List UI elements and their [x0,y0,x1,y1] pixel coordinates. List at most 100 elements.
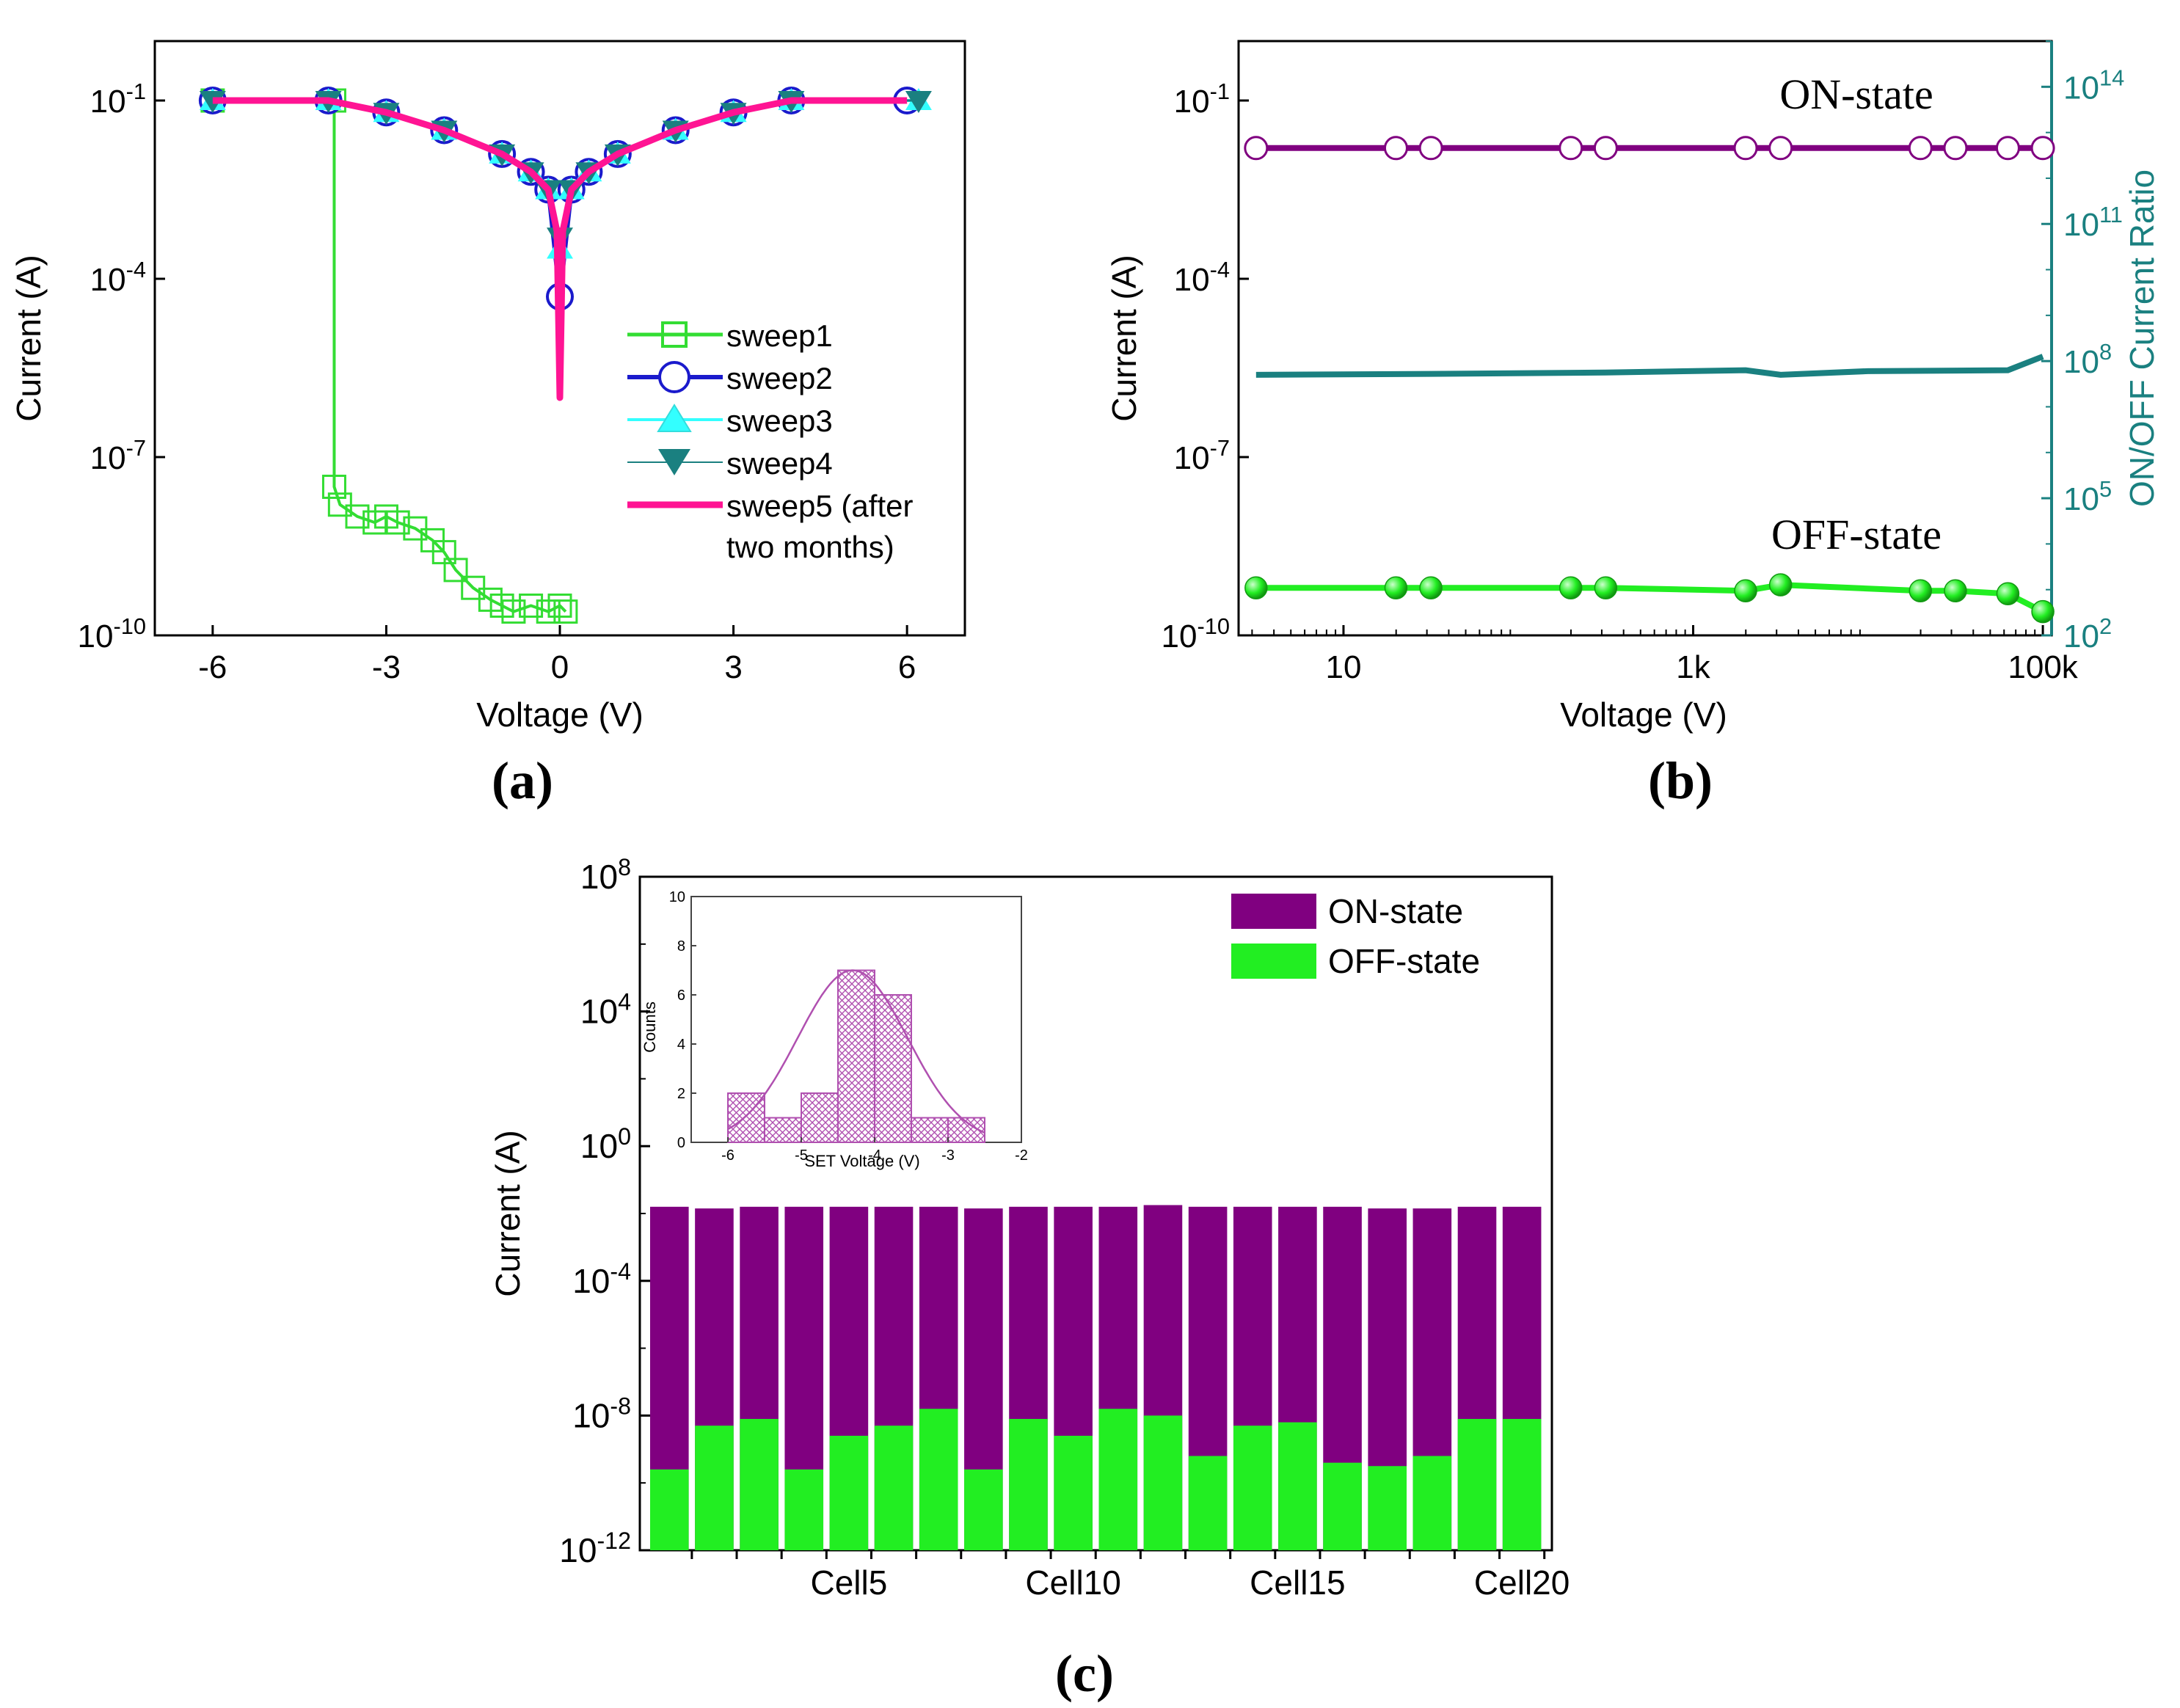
plot-b-xtick-label: 10 [1325,649,1361,685]
plot-b-on-point [2030,136,2055,161]
plot-b-on-point [1418,136,1443,161]
inset-bin [874,994,912,1143]
plot-a-point-sweep1 [345,504,370,529]
plot-c-ytick-label: 108 [580,854,631,896]
plot-b-on-state-label: ON-state [1779,70,1933,118]
plot-b-on-point [1559,136,1583,161]
plot-c-bar-off-cell17 [1368,1466,1407,1550]
inset-bin [764,1117,802,1143]
plot-b-ytick-label: 10-1 [1174,79,1230,120]
plot-b-off-point [1996,582,2020,606]
panel-b-label: (b) [1648,751,1713,810]
legend-c-on-label: ON-state [1328,892,1463,930]
plot-c-ytick-label: 100 [580,1123,631,1165]
plot-b-on-point [1593,136,1618,161]
plot-c-bar-off-cell3 [740,1418,779,1550]
legend-a-sweep5: sweep5 (after two months) [627,489,913,564]
plot-b-off-point [2031,599,2055,624]
plot-a-point-sweep1 [553,599,578,624]
plot-b-on-point [1943,136,1968,161]
plot-c-xtick-label: Cell10 [1025,1563,1120,1602]
plot-a-point-sweep1 [519,594,544,618]
plot-c-bar-off-cell11 [1098,1409,1138,1550]
plot-a-ytick-label: 10-10 [78,613,146,654]
plot-c-ylabel: Current (A) [489,1130,527,1296]
plot-c-bar-off-cell16 [1323,1462,1362,1550]
plot-c-xtick-label: Cell15 [1250,1563,1345,1602]
plot-c-bar-off-cell14 [1233,1426,1272,1550]
plot-a-point-sweep1 [501,599,526,624]
legend-a-label-sweep4: sweep4 [726,446,833,481]
legend-a-label-sweep3: sweep3 [726,404,833,438]
plot-a-xtick-label: -6 [198,649,227,685]
plot-b-ylabel: Current (A) [1105,255,1143,421]
legend-a-label-sweep2: sweep2 [726,361,833,395]
inset-bin [911,1117,949,1143]
plot-c-ytick-label: 104 [580,989,631,1031]
plot-b-y2tick-label: 102 [2063,613,2112,654]
plot-a-point-sweep1 [385,510,410,535]
inset-histogram: -6 -5 -4 -3 -2 0 2 4 6 8 10 SET Voltage (V) Counts [641,889,1028,1170]
plot-a-point-sweep1 [321,475,346,499]
plot-b-xtick-label: 100k [2008,649,2078,685]
panel-a: -6 -3 0 3 6 10-1 10-4 10-7 10-10 Voltage (V) Cu… [10,40,966,810]
legend-a-sweep4: sweep4 [627,446,833,481]
plot-b-ytick-label: 10-7 [1174,435,1230,476]
plot-c-bar-off-cell18 [1412,1456,1452,1550]
plot-c-legend: ON-state OFF-state [1231,892,1480,980]
legend-c-off-swatch [1231,944,1316,979]
plot-b-off-point [1734,579,1757,602]
plot-c-bar-off-cell5 [829,1435,869,1550]
plot-c-bar-off-cell15 [1278,1422,1317,1550]
plot-a-xtick-label: 6 [898,649,916,685]
legend-c-off-label: OFF-state [1328,942,1480,980]
inset-ylabel: Counts [641,1001,659,1053]
plot-c-bar-off-cell7 [919,1409,958,1550]
plot-c-bar-off-cell12 [1143,1415,1183,1550]
plot-a-line-sweep1 [212,99,567,613]
plot-a-ylabel: Current (A) [10,255,48,421]
plot-c-ytick-label: 10-8 [572,1393,631,1434]
inset-ytick-label: 2 [677,1086,685,1102]
plot-a-xtick-label: 0 [551,649,569,685]
plot-b-on-point [1383,136,1408,161]
plot-b-on-point [1995,136,2020,161]
plot-c-ytick-label: 10-4 [572,1258,631,1300]
plot-b-ytick-label: 10-10 [1162,613,1230,654]
plot-b-y2tick-label: 1011 [2063,202,2123,243]
plot-b-xlabel: Voltage (V) [1560,696,1727,734]
inset-xtick-label: -5 [795,1147,808,1164]
plot-b-off-point [1594,576,1618,599]
plot-c-xtick-label: Cell20 [1474,1563,1570,1602]
plot-b-y2tick-label: 105 [2063,476,2112,517]
inset-ytick-label: 6 [677,988,685,1004]
plot-a-line-sweep5 [212,97,908,401]
inset-xtick-label: -6 [721,1147,734,1164]
legend-c-on-swatch [1231,894,1316,929]
plot-b-off-point [1909,579,1933,602]
plot-b-on-point [1244,136,1269,161]
plot-c-bar-off-cell19 [1457,1418,1497,1550]
panel-b: 10 1k 100k 10-1 10-4 10-7 10-10 1014 1011 108 10… [1105,40,2161,810]
plot-a-xlabel: Voltage (V) [476,696,644,734]
legend-a-sweep1: sweep1 [627,318,833,353]
legend-a-label-sweep5: sweep5 (after [726,489,913,523]
legend-a-label-sweep1: sweep1 [726,318,833,353]
plot-b-on-point [1768,136,1793,161]
plot-b-off-point [1419,576,1443,599]
plot-a-xtick-label: -3 [372,649,401,685]
inset-ytick-label: 4 [677,1037,685,1053]
plot-c-bar-off-cell6 [874,1426,914,1550]
plot-b-off-point [1244,576,1268,599]
plot-b-on-point [1733,136,1758,161]
inset-bin [801,1092,839,1143]
plot-a-ytick-label: 10-1 [90,79,146,120]
plot-b-off-point [1944,579,1967,602]
plot-c-bar-off-cell13 [1188,1456,1228,1550]
plot-a-ytick-label: 10-4 [90,257,146,298]
inset-xtick-label: -4 [868,1147,881,1164]
plot-c-bar-off-cell10 [1054,1435,1093,1550]
plot-b-y2tick-label: 108 [2063,339,2112,380]
plot-a-ytick-label: 10-7 [90,435,146,476]
